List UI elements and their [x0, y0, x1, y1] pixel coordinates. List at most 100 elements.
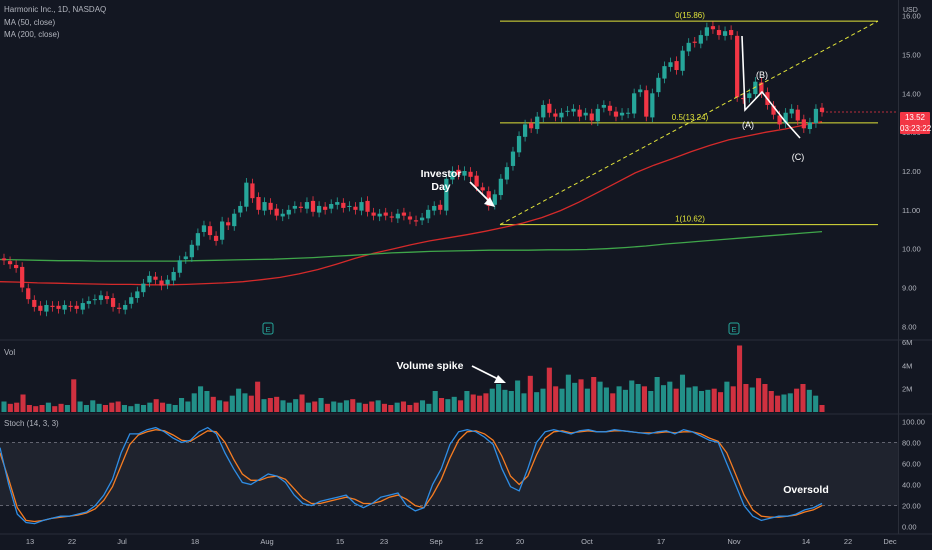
candle-body: [559, 112, 564, 118]
price-tick-label: 11.00: [902, 206, 920, 215]
moving-averages: [0, 121, 823, 286]
candle-body: [316, 205, 322, 213]
volume-bar: [578, 379, 584, 412]
candle-body: [413, 220, 419, 222]
candle-body: [286, 209, 291, 215]
candle-body: [207, 226, 213, 236]
volume-bar: [470, 394, 476, 412]
candle-body: [129, 297, 134, 304]
volume-bar: [438, 398, 445, 412]
candle-body: [110, 297, 116, 307]
volume-bar: [280, 400, 286, 412]
volume-bar: [660, 385, 667, 412]
candle-body: [262, 202, 267, 211]
price-tick-label: 10.00: [902, 245, 921, 254]
candle-body: [722, 31, 728, 36]
volume-tick-label: 4M: [902, 361, 912, 370]
candle-body: [565, 110, 570, 112]
volume-bar: [7, 403, 13, 412]
volume-bar: [426, 403, 432, 412]
candle-body: [735, 35, 740, 98]
volume-bar: [185, 401, 191, 412]
candle-body: [686, 42, 691, 52]
legend-stoch: Stoch (14, 3, 3): [4, 419, 59, 428]
candle-body: [183, 256, 188, 260]
volume-bar: [331, 401, 337, 412]
volume-bar: [343, 400, 349, 412]
candle-body: [13, 264, 19, 269]
candle-body: [232, 213, 237, 227]
stoch-tick-label: 80.00: [902, 438, 921, 447]
candle-body: [268, 202, 273, 210]
stoch-tick-label: 20.00: [902, 502, 921, 511]
candle-body: [529, 123, 534, 129]
volume-bar: [83, 405, 89, 412]
stoch-tick-label: 100.00: [902, 417, 925, 426]
volume-bar: [641, 386, 647, 412]
candle-body: [153, 276, 158, 280]
volume-bar: [179, 398, 185, 412]
volume-bar: [299, 394, 305, 412]
volume-bar: [140, 405, 147, 412]
candle-body: [117, 307, 122, 309]
volume-bar: [749, 387, 755, 412]
x-tick-label: Oct: [581, 537, 594, 546]
volume-bar: [737, 345, 743, 412]
volume-bar: [591, 377, 597, 412]
candle-body: [450, 171, 455, 180]
volume-bar: [654, 377, 660, 412]
candle-body: [329, 204, 334, 209]
ma200-line: [0, 230, 823, 262]
volume-bar: [413, 402, 419, 412]
volume-bar: [489, 388, 495, 412]
candle-body: [819, 107, 825, 112]
candle-body: [38, 305, 43, 311]
volume-bar: [312, 401, 318, 412]
candle-body: [801, 119, 806, 129]
volume-tick-label: 2M: [902, 385, 912, 394]
candle-body: [492, 194, 497, 205]
last-price-tag: 13.52 03:23:22: [900, 112, 931, 134]
candle-body: [625, 112, 631, 114]
candle-body: [141, 283, 146, 293]
fib-level-label: 0(15.86): [675, 11, 705, 20]
candle-body: [498, 178, 503, 196]
candle-body: [613, 111, 619, 117]
annotation-investor-day: Investor: [421, 168, 462, 180]
volume-bar: [419, 400, 426, 412]
arrow-volume-spike: [471, 365, 501, 381]
candle-body: [341, 202, 346, 208]
legend-ma200: MA (200, close): [4, 30, 60, 39]
volume-bar: [274, 396, 280, 412]
candle-body: [504, 167, 510, 180]
volume-bar: [375, 400, 381, 412]
volume-bar: [730, 386, 736, 412]
candle-body: [401, 212, 407, 216]
candle-body: [480, 187, 485, 191]
candle-body: [571, 108, 576, 112]
legend-symbol: Harmonic Inc., 1D, NASDAQ: [4, 5, 107, 14]
candle-body: [662, 66, 667, 79]
stoch-d-line: [0, 429, 823, 523]
candle-body: [256, 197, 261, 210]
candle-body: [250, 183, 255, 199]
candle-body: [292, 205, 297, 209]
volume-bar: [597, 381, 603, 412]
stoch-band: [0, 442, 898, 506]
candle-body: [747, 93, 752, 98]
volume-bar: [762, 384, 768, 412]
grid-lines: [0, 0, 932, 535]
candle-body: [535, 116, 540, 130]
volume-bar: [172, 405, 178, 412]
candle-body: [638, 89, 643, 93]
candle-body: [668, 62, 673, 67]
volume-bar: [794, 388, 800, 412]
volume-bars: [1, 345, 825, 412]
candle-body: [347, 205, 352, 207]
volume-bar: [267, 398, 273, 412]
volume-bar: [616, 386, 622, 412]
candle-body: [80, 303, 85, 310]
candle-body: [135, 291, 140, 298]
